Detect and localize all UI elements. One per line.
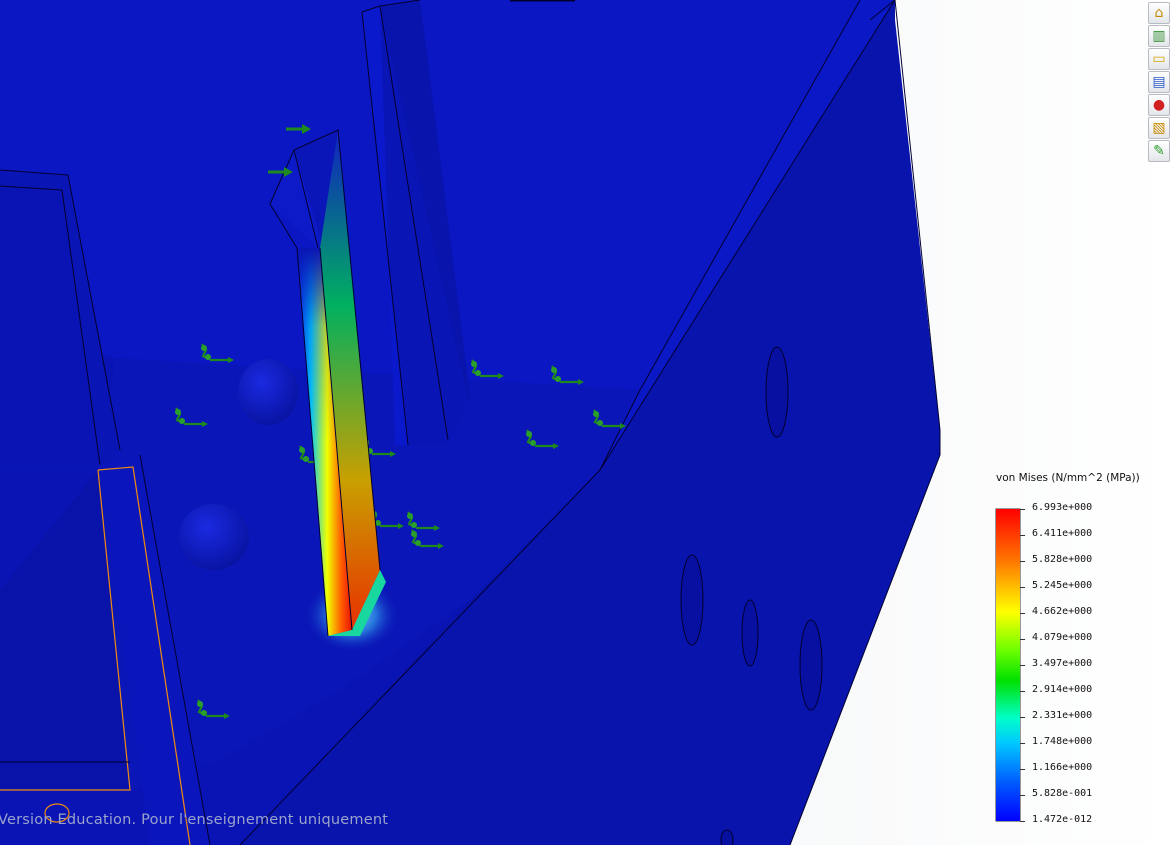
legend-tick: [1020, 717, 1025, 718]
legend-value: 4.662e+000: [1032, 606, 1093, 617]
legend-value: 6.411e+000: [1032, 528, 1093, 539]
legend-tick: [1020, 665, 1025, 666]
design-library-icon: ▭: [1152, 51, 1166, 67]
stress-legend: von Mises (N/mm^2 (MPa)) 6.993e+000 6.411…: [994, 470, 1154, 830]
legend-color-bar: [996, 509, 1020, 821]
legend-value: 5.828e+000: [1032, 554, 1093, 565]
legend-value: 2.331e+000: [1032, 710, 1093, 721]
legend-tick: [1020, 821, 1025, 822]
file-explorer-icon: ▤: [1152, 74, 1166, 90]
home-icon: ⌂: [1154, 5, 1164, 21]
legend-value: 6.993e+000: [1032, 502, 1093, 513]
education-watermark: Version Education. Pour l'enseignement u…: [0, 812, 389, 828]
taskpane-tab-resources[interactable]: ▥: [1148, 25, 1170, 47]
custom-properties-icon: ✎: [1153, 143, 1165, 159]
taskpane-tab-design-library[interactable]: ▭: [1148, 48, 1170, 70]
legend-tick: [1020, 561, 1025, 562]
view-palette-icon: ●: [1152, 97, 1166, 113]
legend-value: 3.497e+000: [1032, 658, 1093, 669]
taskpane-tab-custom-properties[interactable]: ✎: [1148, 140, 1170, 162]
legend-tick: [1020, 691, 1025, 692]
legend-tick: [1020, 509, 1025, 510]
legend-tick: [1020, 743, 1025, 744]
taskpane-tab-view-palette[interactable]: ●: [1148, 94, 1170, 116]
legend-value: 5.245e+000: [1032, 580, 1093, 591]
legend-tick: [1020, 587, 1025, 588]
resources-icon: ▥: [1152, 28, 1166, 44]
legend-tick: [1020, 769, 1025, 770]
legend-value: 2.914e+000: [1032, 684, 1093, 695]
taskpane-tab-appearances[interactable]: ▧: [1148, 117, 1170, 139]
legend-tick: [1020, 535, 1025, 536]
taskpane-tab-file-explorer[interactable]: ▤: [1148, 71, 1170, 93]
legend-tick: [1020, 795, 1025, 796]
legend-tick: [1020, 613, 1025, 614]
legend-value: 4.079e+000: [1032, 632, 1093, 643]
legend-value: 5.828e-001: [1032, 788, 1093, 799]
legend-tick: [1020, 639, 1025, 640]
task-pane-tabs: ⌂ ▥ ▭ ▤ ● ▧ ✎: [1148, 2, 1173, 162]
taskpane-tab-home[interactable]: ⌂: [1148, 2, 1170, 24]
legend-title: von Mises (N/mm^2 (MPa)): [996, 472, 1140, 484]
legend-value: 1.472e-012: [1032, 814, 1093, 825]
legend-value: 1.166e+000: [1032, 762, 1093, 773]
legend-value: 1.748e+000: [1032, 736, 1093, 747]
appearances-icon: ▧: [1152, 120, 1166, 136]
